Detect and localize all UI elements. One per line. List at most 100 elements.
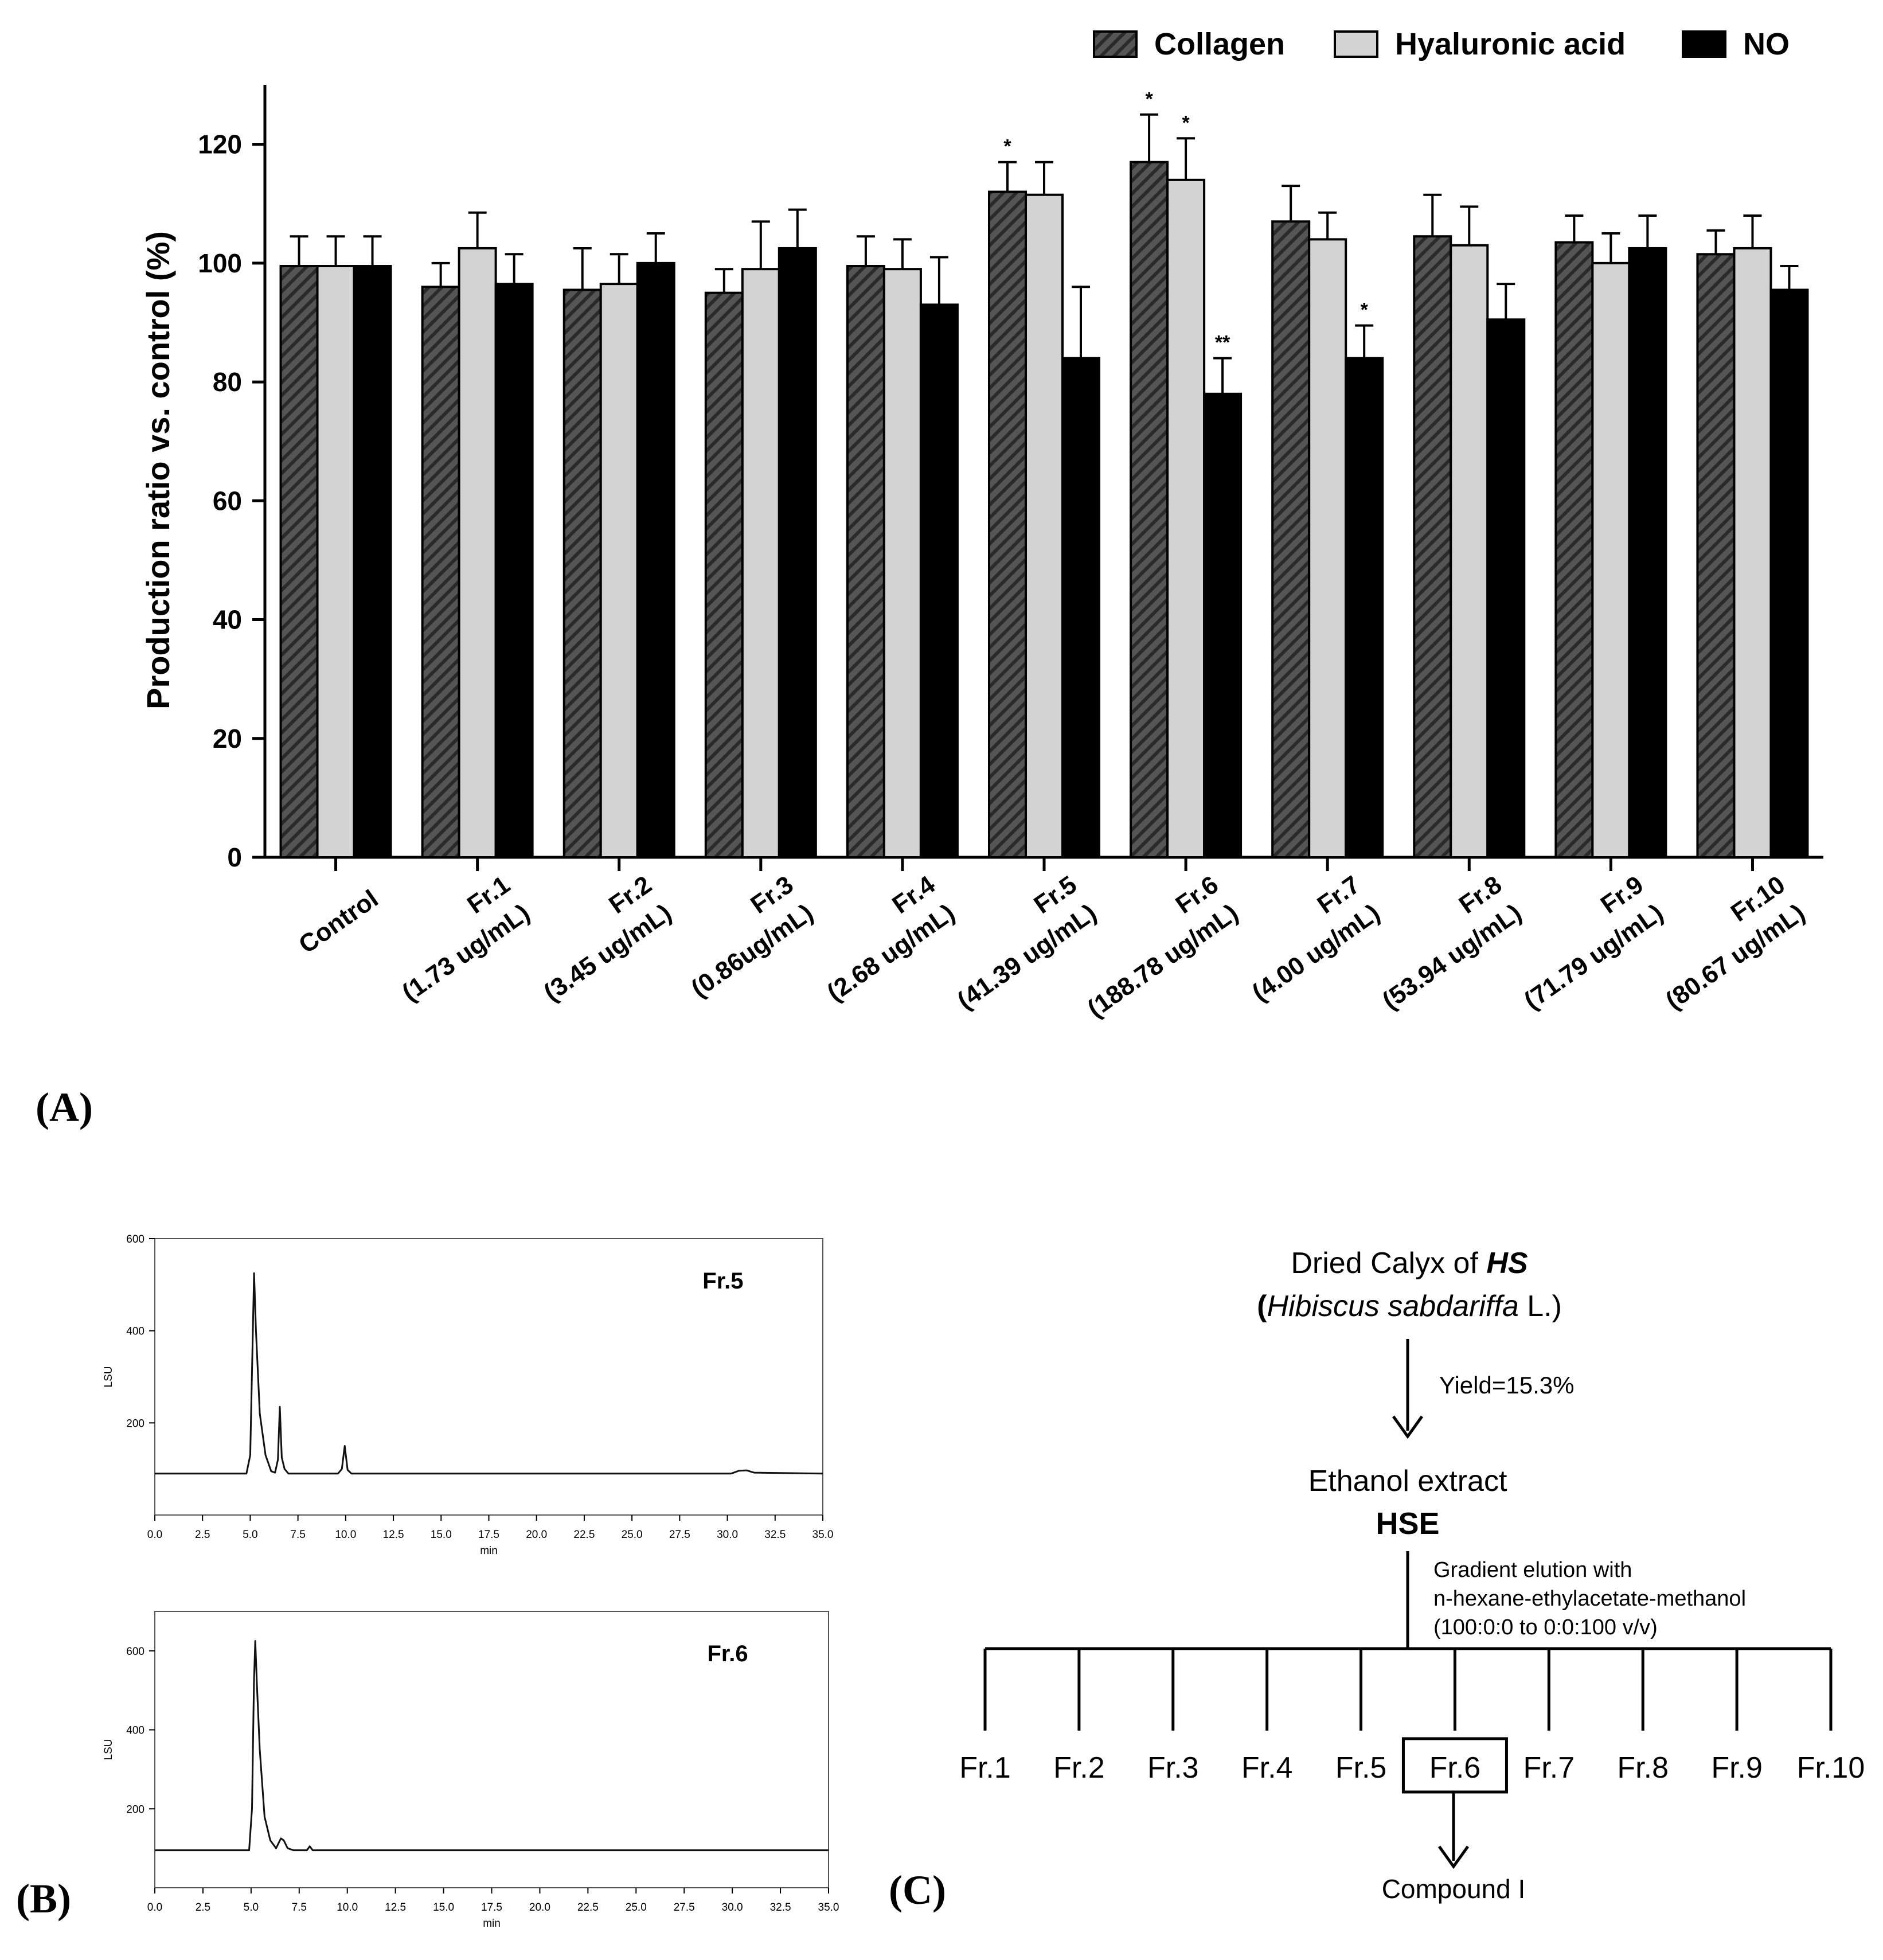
bar (1308, 238, 1347, 858)
y-tick-label: 60 (213, 486, 242, 516)
fractionation-scheme-panel-c: Dried Calyx of HS (Hibiscus sabdariffa L… (889, 1247, 1865, 1913)
significance-marker: * (1182, 112, 1190, 134)
chromatogram-title: Fr.5 (702, 1268, 743, 1294)
bar (988, 190, 1027, 858)
scheme-extract: Ethanol extract (1308, 1465, 1507, 1498)
chromatogram-trace (155, 1640, 829, 1852)
bar (741, 268, 780, 859)
bar (421, 286, 460, 858)
x-tick-label: Fr.7(4.00 ug/mL) (1247, 870, 1385, 1007)
significance-marker: * (1145, 88, 1153, 110)
x-tick-label: 15.0 (433, 1902, 454, 1914)
x-tick-label: 0.0 (147, 1529, 162, 1541)
scheme-yield: Yield=15.3% (1439, 1372, 1574, 1399)
scheme-species-name: Hibiscus sabdariffa (1267, 1290, 1518, 1323)
bar (1486, 318, 1526, 858)
scheme-extract-abbrev: HSE (1376, 1506, 1439, 1541)
bar (353, 265, 392, 858)
x-tick-label: 17.5 (481, 1902, 502, 1914)
x-tick-label: 30.0 (717, 1529, 738, 1541)
x-tick-label: 27.5 (674, 1902, 695, 1914)
legend-label: Hyaluronic acid (1395, 27, 1626, 61)
x-tick-label-dose: (0.86ug/mL) (686, 899, 818, 1003)
x-tick-label-name: Control (294, 885, 383, 959)
x-tick-label-dose: (4.00 ug/mL) (1247, 899, 1385, 1007)
scheme-fraction-label: Fr.2 (1053, 1751, 1105, 1785)
x-tick-label: 27.5 (669, 1529, 690, 1541)
y-tick-label: 600 (126, 1646, 144, 1658)
bar (919, 303, 959, 858)
bar (279, 265, 319, 858)
panel-label-b: (B) (16, 1876, 71, 1922)
scheme-fraction-label: Fr.10 (1797, 1751, 1865, 1785)
legend-swatch (1334, 30, 1378, 58)
scheme-fraction-label: Fr.6 (1429, 1751, 1481, 1785)
bar (882, 268, 922, 859)
bar (1025, 193, 1064, 858)
bar (1733, 247, 1772, 859)
scheme-fraction-label: Fr.9 (1711, 1751, 1763, 1785)
x-tick-label-dose: (41.39 ug/mL) (952, 899, 1101, 1015)
x-tick-label: 20.0 (529, 1902, 550, 1914)
bar (1061, 357, 1100, 858)
x-tick-label: 5.0 (244, 1902, 259, 1914)
x-tick-label: 30.0 (722, 1902, 743, 1914)
scheme-fractions: Fr.1 Fr.2 Fr.3 Fr.4 Fr.5 Fr.6 Fr.7 Fr.8 Fr.9 Fr.1… (959, 1649, 1865, 1794)
scheme-fraction-label: Fr.5 (1335, 1751, 1387, 1785)
x-axis-label: min (480, 1545, 498, 1557)
bar (1696, 253, 1736, 858)
legend-label: Collagen (1154, 27, 1285, 61)
x-tick-label-dose: (188.78 ug/mL) (1083, 899, 1243, 1023)
scheme-source-abbrev: HS (1486, 1247, 1528, 1280)
scheme-species-close: L.) (1519, 1290, 1562, 1323)
scheme-fraction-label: Fr.3 (1147, 1751, 1199, 1785)
bar (1203, 392, 1243, 858)
x-tick-label: 20.0 (526, 1529, 547, 1541)
chromatogram-fr5: 0.0 2.5 5.0 7.5 10.0 12.5 15.0 17.5 20.0 22.5 25.0… (103, 1233, 833, 1557)
bar (494, 283, 534, 859)
y-tick-label: 200 (126, 1803, 144, 1815)
x-tick-label: 12.5 (385, 1902, 406, 1914)
x-tick-label: Control (294, 885, 383, 959)
bar (704, 291, 744, 858)
x-tick-label-dose: (53.94 ug/mL) (1377, 899, 1526, 1015)
y-tick-label: 200 (126, 1418, 144, 1430)
scheme-source: Dried Calyx of HS (1291, 1247, 1528, 1280)
significance-marker: * (1003, 136, 1011, 158)
bar (1413, 235, 1452, 858)
bar (1769, 288, 1809, 858)
x-tick-label-dose: (2.68 ug/mL) (822, 899, 960, 1007)
bar-chart-panel-a: Collagen Hyaluronic acid NO 0 20 40 60 80 100 12… (36, 27, 1823, 1130)
bar (562, 288, 602, 858)
panel-label-c: (C) (889, 1867, 946, 1913)
bar (1628, 247, 1667, 859)
scheme-fraction-label: Fr.1 (959, 1751, 1011, 1785)
bar (458, 247, 497, 859)
x-tick-label: 0.0 (147, 1902, 162, 1914)
x-tick-label-dose: (3.45 ug/mL) (538, 899, 676, 1007)
chromatogram-title: Fr.6 (708, 1641, 748, 1666)
x-axis-label: min (483, 1918, 501, 1930)
legend-swatch (1682, 30, 1726, 58)
chromatogram-fr6: 0.0 2.5 5.0 7.5 10.0 12.5 15.0 17.5 20.0 22.5 25.0… (103, 1611, 839, 1930)
y-tick-label: 0 (227, 842, 242, 872)
x-tick-label: Fr.10(80.67 ug/mL) (1661, 870, 1810, 1015)
y-tick-label: 400 (126, 1725, 144, 1737)
scheme-compound: Compound I (1382, 1874, 1526, 1904)
x-tick-label: 25.0 (622, 1529, 643, 1541)
chart-legend: Collagen Hyaluronic acid NO (1093, 27, 1790, 61)
bar (316, 265, 355, 858)
legend-label: NO (1743, 27, 1790, 61)
bar (1166, 178, 1206, 858)
significance-marker: ** (1215, 332, 1230, 354)
x-tick-label: 5.0 (243, 1529, 257, 1541)
x-tick-label: 17.5 (478, 1529, 499, 1541)
scheme-fraction-label: Fr.4 (1241, 1751, 1293, 1785)
x-tick-label: 22.5 (577, 1902, 599, 1914)
x-tick-label: 7.5 (290, 1529, 305, 1541)
y-axis-label: Production ratio vs. control (%) (140, 231, 176, 709)
x-tick-label-dose: (1.73 ug/mL) (397, 899, 534, 1007)
x-tick-label: Fr.5(41.39 ug/mL) (952, 870, 1101, 1015)
x-tick-label: Fr.8(53.94 ug/mL) (1377, 870, 1526, 1015)
